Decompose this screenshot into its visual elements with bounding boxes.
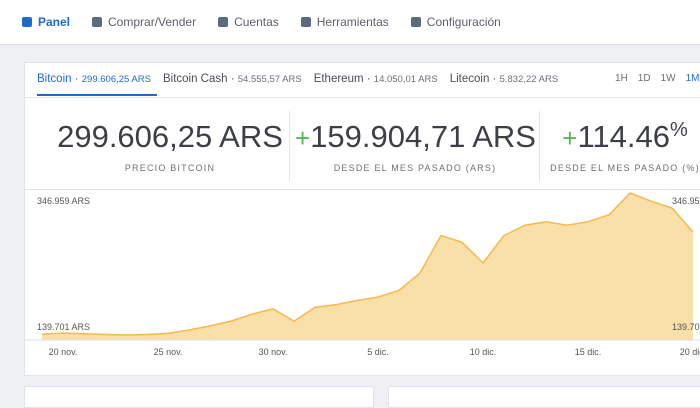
- divider: [289, 111, 290, 181]
- stat: +159.904,71 ARS DESDE EL MES PASADO (ARS…: [295, 119, 536, 173]
- range-selector: 1H1D1W1M1Y: [615, 73, 700, 84]
- divider: [25, 189, 700, 190]
- nav-item[interactable]: Panel: [22, 15, 70, 29]
- tab[interactable]: Ethereum · 14.050,01 ARS: [313, 73, 438, 85]
- tab-price[interactable]: 5.832,22 ARS: [499, 74, 559, 85]
- card: [388, 386, 700, 408]
- currency-tabs: Bitcoin · 299.606,25 ARS Bitcoin Cash · …: [37, 71, 570, 96]
- nav-item[interactable]: Herramientas: [300, 15, 389, 29]
- nav-label[interactable]: Herramientas: [316, 15, 389, 29]
- nav-item[interactable]: Configuración: [410, 15, 501, 29]
- stat-sign: +: [562, 123, 578, 153]
- tab[interactable]: Bitcoin · 299.606,25 ARS: [37, 71, 157, 96]
- stat: +114.46% DESDE EL MES PASADO (%): [545, 119, 700, 173]
- range[interactable]: 1D: [637, 73, 651, 84]
- price-line: [41, 192, 694, 336]
- x-tick-label: 20 dic.: [680, 347, 700, 357]
- price-area: [42, 193, 693, 340]
- stat-value: 159.904,71 ARS: [310, 119, 536, 154]
- tab[interactable]: Litecoin · 5.832,22 ARS: [449, 73, 559, 85]
- nav-item[interactable]: Cuentas: [218, 15, 279, 29]
- tab-price[interactable]: 299.606,25 ARS: [81, 74, 151, 85]
- x-tick-label: 10 dic.: [470, 347, 497, 357]
- x-tick-label: 25 nov.: [154, 347, 183, 357]
- stat-label: DESDE EL MES PASADO (%): [550, 163, 700, 173]
- stat-label: DESDE EL MES PASADO (ARS): [333, 163, 497, 173]
- stat-sign: +: [295, 123, 311, 153]
- tab-name[interactable]: Bitcoin Cash: [162, 73, 228, 85]
- nav-label[interactable]: Configuración: [426, 15, 501, 29]
- high-label: 346.959 ARS: [37, 196, 90, 206]
- nav-label[interactable]: Comprar/Vender: [108, 15, 197, 29]
- nav-label[interactable]: Panel: [38, 15, 71, 29]
- x-tick-label: 20 nov.: [49, 347, 78, 357]
- tab-price[interactable]: 54.555,57 ARS: [237, 74, 302, 85]
- price-chart: 346.959 ARS 139.701 ARS 346.959 ARS 139.701…: [24, 192, 700, 357]
- tab-name[interactable]: Bitcoin: [37, 73, 72, 85]
- range[interactable]: 1H: [615, 73, 628, 84]
- tab[interactable]: Bitcoin Cash · 54.555,57 ARS: [162, 73, 302, 85]
- x-tick-label: 15 dic.: [575, 347, 602, 357]
- stat: 299.606,25 ARS PRECIO BITCOIN: [55, 119, 285, 173]
- high-label: 346.959 ARS: [672, 196, 700, 206]
- x-tick-label: 30 nov.: [259, 347, 288, 357]
- tab-name[interactable]: Litecoin: [449, 73, 490, 85]
- divider: [25, 97, 700, 98]
- low-label: 139.701 ARS: [672, 322, 700, 332]
- tab-price[interactable]: 14.050,01 ARS: [373, 74, 438, 85]
- tab-name[interactable]: Ethereum: [313, 73, 364, 85]
- range[interactable]: 1M: [685, 73, 700, 84]
- stat-value: 114.46: [577, 119, 670, 154]
- divider: [539, 111, 540, 181]
- low-label: 139.701 ARS: [37, 322, 90, 332]
- x-tick-label: 5 dic.: [367, 347, 389, 357]
- stat-label: PRECIO BITCOIN: [124, 163, 216, 173]
- stat-value: 299.606,25 ARS: [57, 119, 283, 154]
- nav-item[interactable]: Comprar/Vender: [92, 15, 196, 29]
- range[interactable]: 1W: [660, 73, 676, 84]
- nav-label[interactable]: Cuentas: [234, 15, 279, 29]
- stat-unit: %: [669, 119, 688, 141]
- card: [24, 386, 374, 408]
- nav-bar: Panel Comprar/Vender Cuentas Herramienta…: [0, 0, 700, 45]
